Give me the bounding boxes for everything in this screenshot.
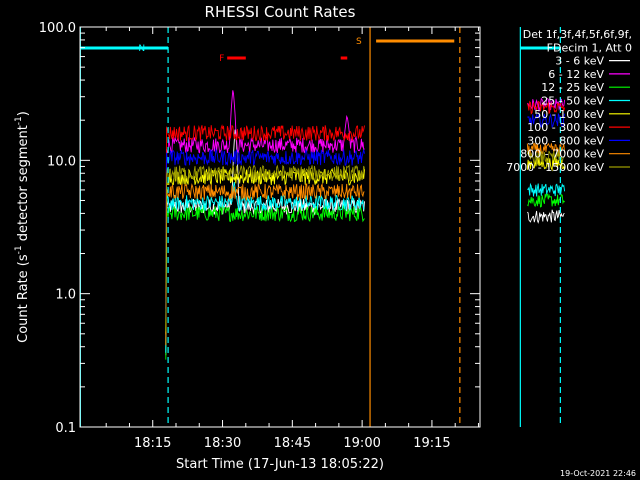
series-3 [165, 182, 566, 353]
y-tick-label: 100.0 [39, 21, 76, 36]
series-trace [527, 111, 566, 128]
series-trace [165, 90, 365, 309]
y-axis-label-sup2: -1 [14, 116, 24, 125]
plot-frame [79, 26, 481, 428]
y-axis-label-mid: detector segment [16, 125, 31, 245]
series-4 [165, 155, 566, 335]
legend-label: 300 - 800 keV [527, 134, 604, 147]
series-trace [526, 155, 566, 172]
series-trace [527, 182, 566, 197]
series-trace [526, 142, 566, 157]
x-tick-label: 18:15 [134, 436, 171, 451]
series-trace [526, 193, 565, 208]
legend-label: 25 - 50 keV [541, 95, 604, 108]
series-trace [165, 164, 365, 332]
legend: Det 1f,3f,4f,5f,6f,9f,FDecim 1, Att 03 -… [506, 28, 632, 174]
axes: 18:15 18:30 18:45 19:00 19:15 0.1 1.0 10.0 100.0 [39, 21, 481, 451]
night-label: N [138, 44, 145, 54]
series-trace [165, 167, 365, 335]
legend-label: 3 - 6 keV [555, 55, 604, 68]
chart-title: RHESSI Count Rates [205, 3, 356, 21]
series-8 [165, 150, 566, 332]
x-tick-label: 18:30 [204, 436, 241, 451]
series-trace [527, 97, 566, 112]
x-axis-label: Start Time (17-Jun-13 18:05:22) [176, 457, 384, 472]
legend-label: 6 - 12 keV [548, 68, 604, 81]
x-tick-label: 19:15 [413, 436, 450, 451]
series-trace [165, 182, 365, 353]
series-trace [527, 209, 565, 224]
legend-header: FDecim 1, Att 0 [547, 41, 632, 54]
legend-header: Det 1f,3f,4f,5f,6f,9f, [523, 28, 632, 41]
legend-label: 7000 - 15000 keV [506, 161, 604, 174]
y-axis-label-end: ) [16, 111, 31, 116]
series-1 [165, 90, 566, 309]
legend-label: 800 - 7000 keV [520, 148, 604, 161]
y-axis-label-part: Count Rate (s [16, 254, 31, 343]
flare-label: F [219, 54, 224, 64]
y-axis-label: Count Rate (s-1 detector segment-1) [14, 111, 31, 343]
y-axis-label-sup1: -1 [14, 245, 24, 254]
footer-date: 19-Oct-2021 22:46 [560, 469, 636, 478]
x-tick-label: 18:45 [274, 436, 311, 451]
saa-label: S [356, 37, 362, 47]
series-5 [165, 100, 566, 299]
series-trace [165, 124, 365, 299]
legend-label: 50 - 100 keV [534, 108, 604, 121]
series-6 [165, 111, 566, 320]
series-trace [165, 147, 365, 320]
series-trace [165, 182, 365, 346]
y-tick-label: 0.1 [55, 421, 76, 436]
series-trace [526, 100, 566, 115]
series-trace [165, 129, 365, 356]
x-tick-label: 19:00 [343, 436, 380, 451]
legend-label: 100 - 300 keV [527, 121, 604, 134]
plot-content [165, 90, 566, 360]
y-tick-label: 10.0 [47, 154, 76, 169]
series-2 [165, 193, 565, 360]
series-trace [526, 150, 566, 166]
series-trace [165, 204, 365, 360]
series-7 [165, 142, 566, 346]
legend-label: 12 - 25 keV [541, 81, 604, 94]
annotations: N F S [79, 27, 561, 427]
y-tick-label: 1.0 [55, 288, 76, 303]
